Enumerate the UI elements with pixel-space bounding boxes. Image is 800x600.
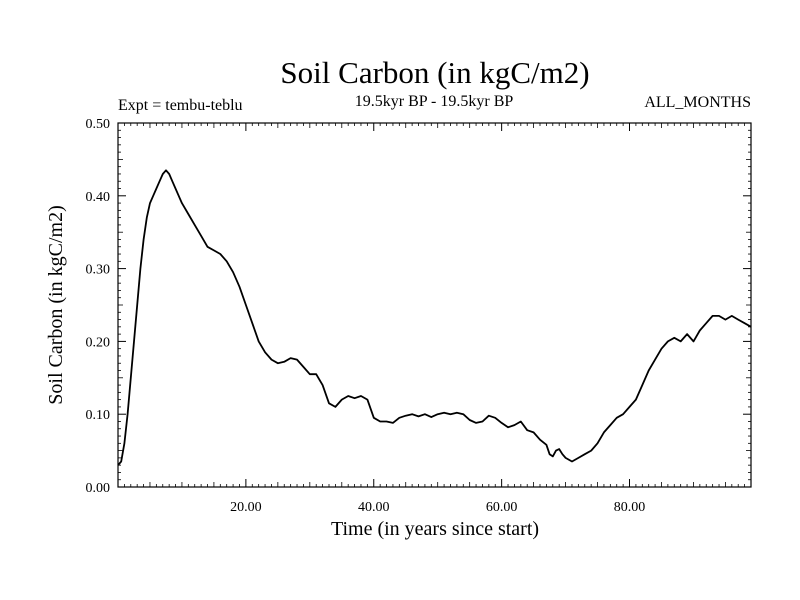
x-tick-label: 80.00: [614, 500, 646, 515]
months-label: ALL_MONTHS: [644, 94, 751, 111]
y-tick-label: 0.40: [86, 190, 111, 205]
y-tick-label: 0.00: [86, 481, 111, 496]
axes: 20.00 40.00 60.00 80.00 0.00 0.10 0.20 0.30 0.40…: [86, 117, 752, 515]
plot-frame: [117, 122, 752, 488]
y-tick-label: 0.30: [86, 263, 111, 278]
x-tick-label: 40.00: [358, 500, 390, 515]
x-axis-label: Time (in years since start): [331, 518, 539, 540]
soil-carbon-series-line: [117, 169, 752, 466]
chart-title: Soil Carbon (in kgC/m2): [280, 55, 589, 90]
experiment-label: Expt = tembu-teblu: [118, 97, 243, 114]
period-subtitle: 19.5kyr BP - 19.5kyr BP: [355, 93, 514, 110]
x-tick-label: 60.00: [486, 500, 518, 515]
y-tick-label: 0.50: [86, 117, 111, 132]
y-axis-label: Soil Carbon (in kgC/m2): [45, 205, 67, 404]
y-tick-label: 0.20: [86, 335, 111, 350]
y-tick-label: 0.10: [86, 408, 111, 423]
series-layer: [117, 169, 752, 466]
x-tick-label: 20.00: [230, 500, 262, 515]
